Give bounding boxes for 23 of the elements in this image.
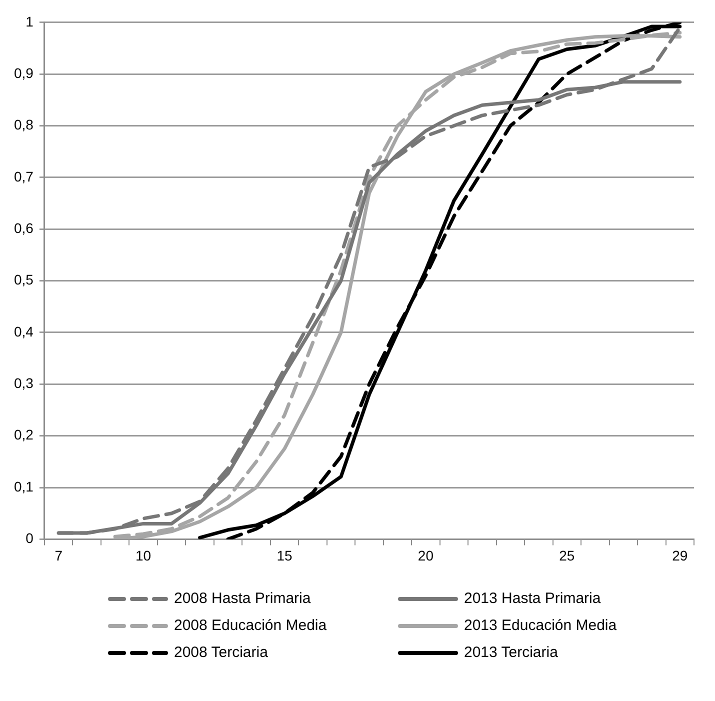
y-tick-label: 0,4	[14, 323, 34, 340]
legend-label: 2008 Hasta Primaria	[174, 590, 311, 607]
legend-label: 2013 Educación Media	[464, 617, 617, 634]
y-tick-label: 0,5	[14, 272, 34, 288]
legend-label: 2008 Educación Media	[174, 617, 327, 634]
y-tick-label: 1	[26, 13, 34, 30]
y-tick-label: 0,3	[14, 375, 34, 392]
x-tick-label: 20	[418, 547, 434, 564]
y-tick-label: 0,9	[14, 64, 34, 81]
y-tick-label: 0,7	[14, 168, 34, 184]
y-tick-label: 0,8	[14, 116, 34, 133]
legend-label: 2013 Hasta Primaria	[464, 590, 601, 607]
x-tick-label: 10	[136, 547, 152, 564]
x-tick-label: 25	[559, 547, 575, 564]
y-tick-label: 0	[26, 530, 34, 546]
x-tick-label: 15	[276, 547, 293, 564]
y-tick-label: 0,1	[14, 478, 34, 494]
x-tick-label: 7	[54, 547, 63, 564]
legend-label: 2008 Terciaria	[174, 644, 268, 661]
x-tick-label: 29	[672, 547, 688, 564]
y-tick-label: 0,2	[14, 426, 34, 443]
y-tick-label: 0,6	[14, 220, 34, 236]
legend-label: 2013 Terciaria	[464, 644, 558, 661]
